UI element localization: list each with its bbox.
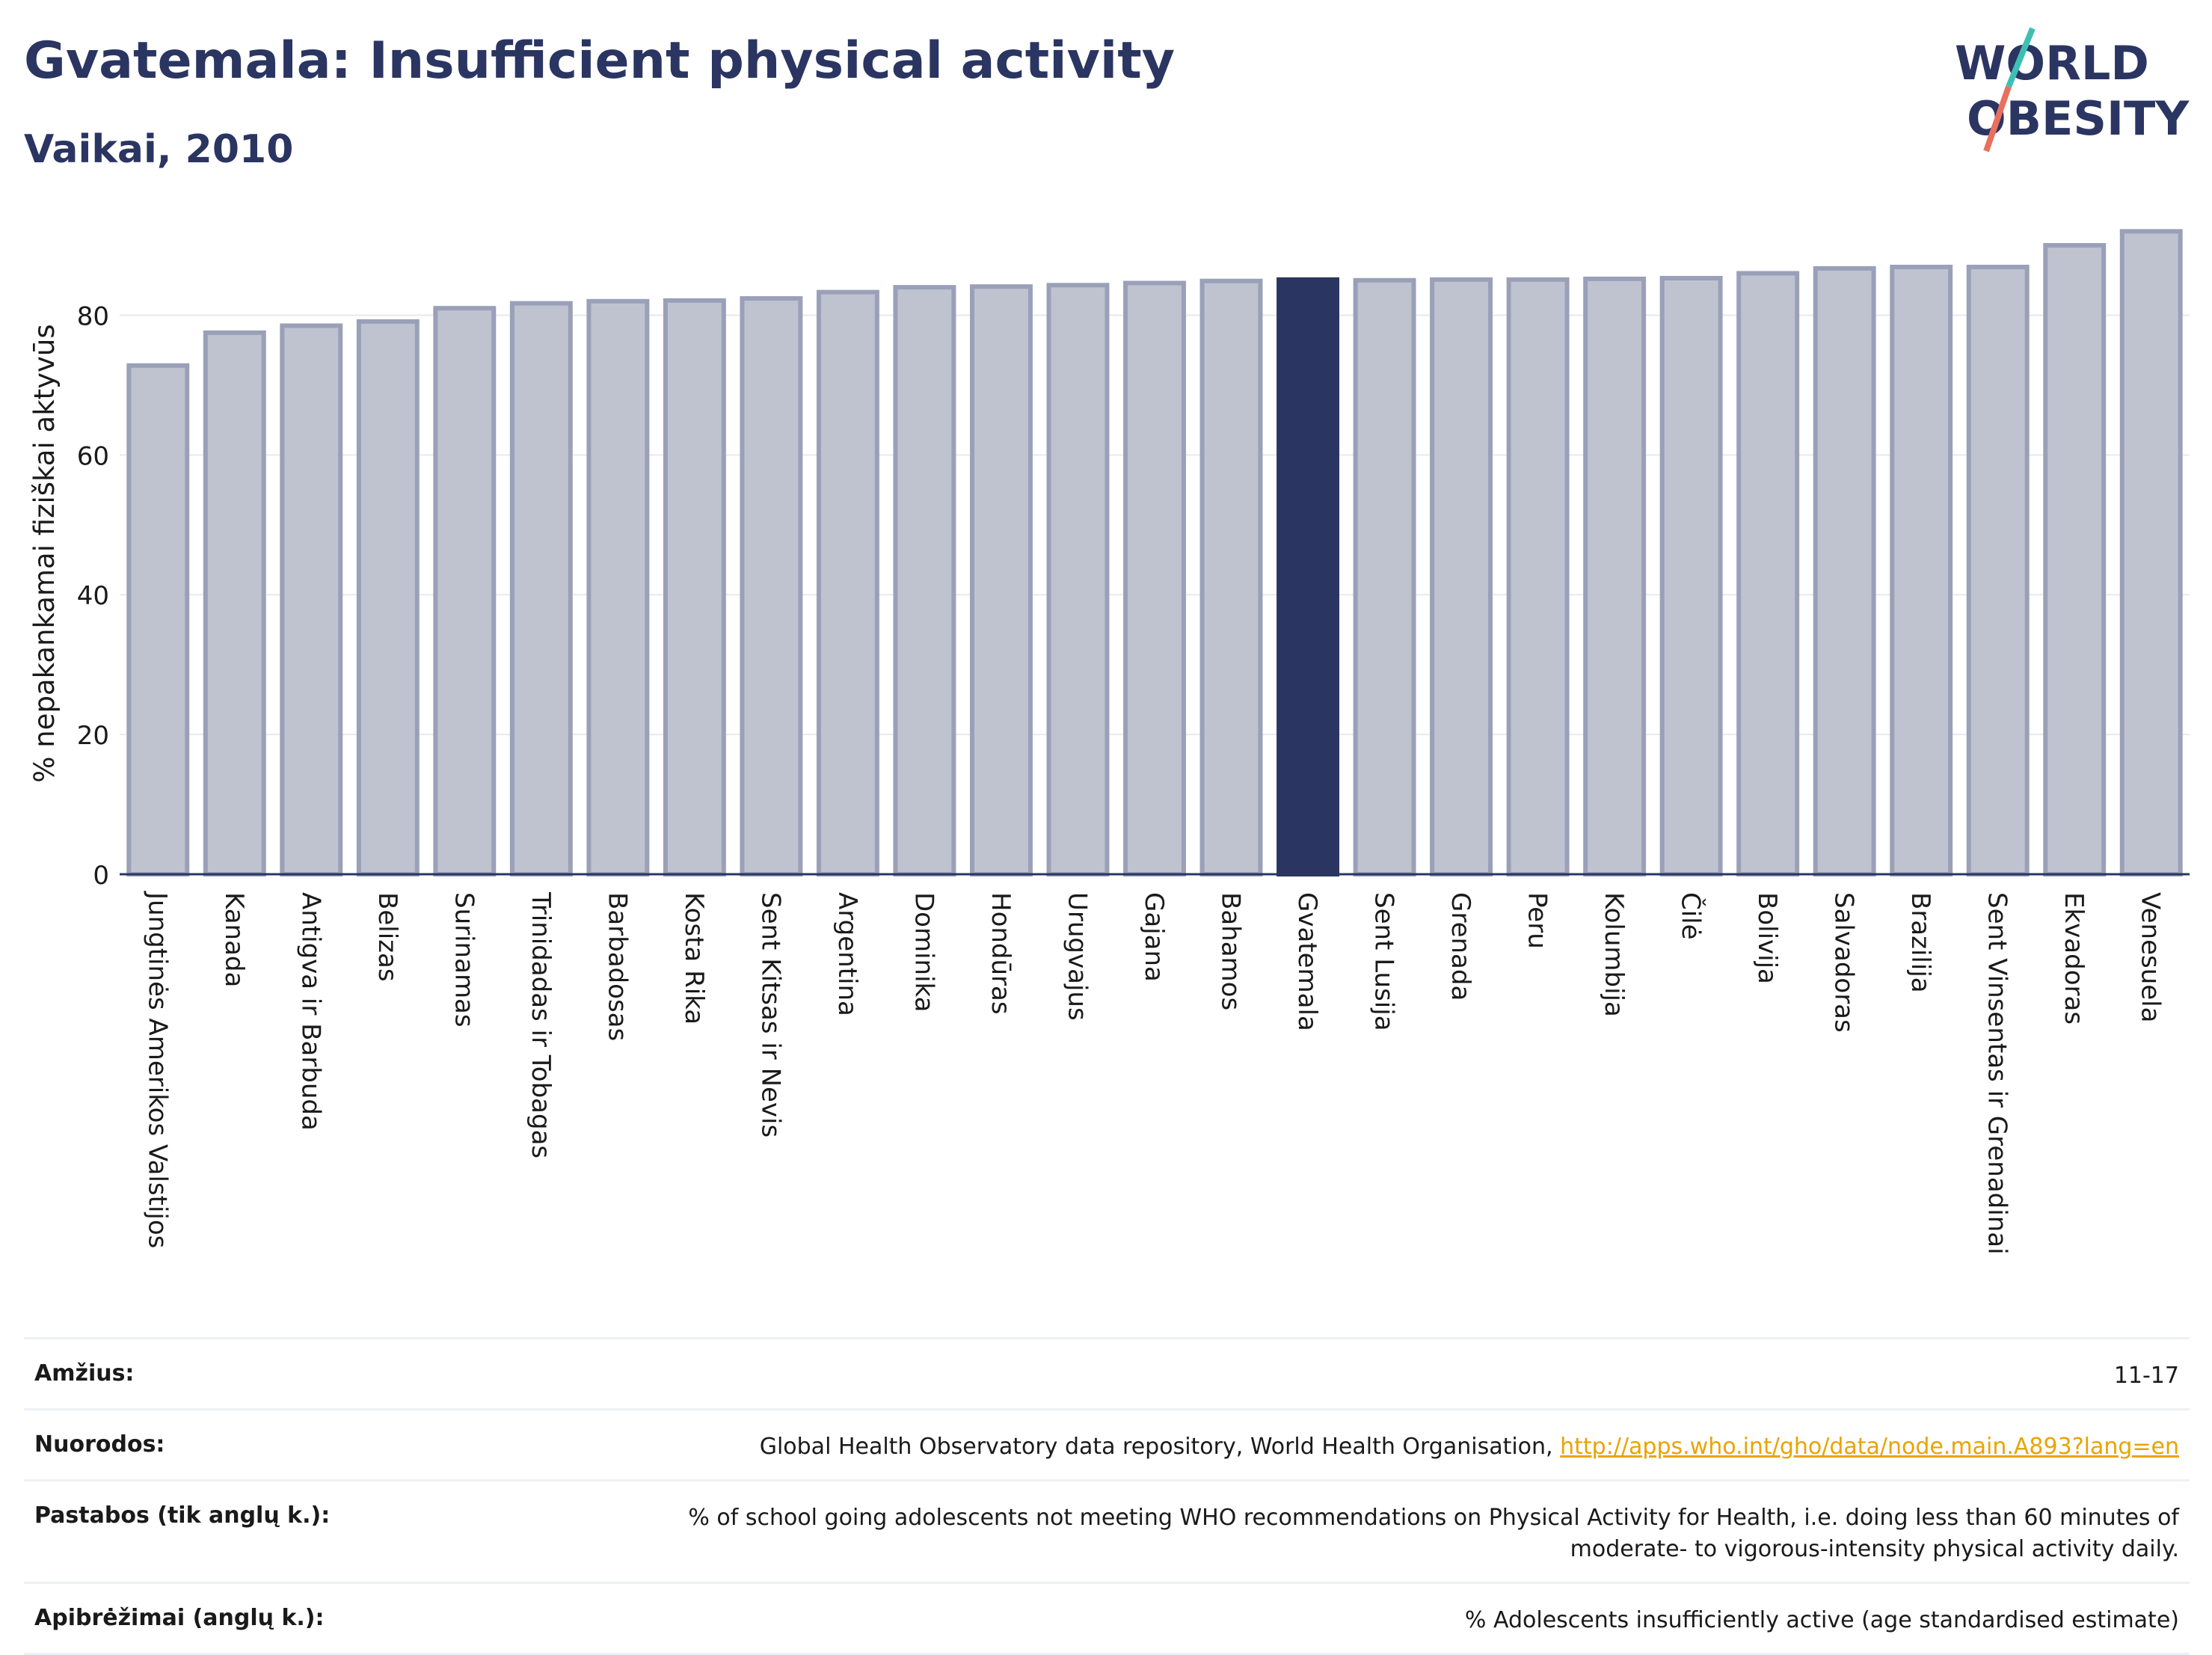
bar xyxy=(1583,276,1647,877)
x-tick-label: Salvadoras xyxy=(1829,892,1859,1033)
x-tick-label: Hondūras xyxy=(986,892,1016,1015)
y-axis-ticks: 0 20 40 60 80 xyxy=(77,301,109,891)
bar xyxy=(1659,275,1723,876)
y-tick-label: 20 xyxy=(77,721,109,751)
bar xyxy=(816,289,879,876)
x-tick-label: Jungtinės Amerikos Valstijos xyxy=(142,891,172,1248)
bar xyxy=(1813,265,1876,876)
bar xyxy=(1736,271,1800,876)
world-obesity-logo: WORLD OBESITY xyxy=(1955,27,2190,153)
x-tick-label: Čilė xyxy=(1676,892,1706,940)
bar xyxy=(1046,283,1110,877)
bar xyxy=(1966,264,2030,877)
x-tick-label: Gajana xyxy=(1139,892,1169,982)
x-tick-label: Antigva ir Barbuda xyxy=(295,892,325,1131)
chart-title: Gvatemala: Insufficient physical activit… xyxy=(24,31,1176,90)
bar xyxy=(970,284,1033,876)
meta-label: Amžius: xyxy=(34,1360,135,1387)
x-tick-label: Surinamas xyxy=(449,892,479,1028)
x-tick-label: Brazilija xyxy=(1905,892,1935,993)
bar xyxy=(2119,229,2183,876)
bar xyxy=(893,285,956,876)
x-tick-label: Bolivija xyxy=(1752,892,1782,984)
x-tick-label: Peru xyxy=(1523,892,1552,949)
x-tick-label: Urugvajus xyxy=(1062,892,1092,1021)
bar xyxy=(356,319,420,876)
bar xyxy=(433,306,497,876)
bar xyxy=(1890,264,1953,877)
x-tick-label: Belizas xyxy=(372,892,402,982)
x-tick-label: Argentina xyxy=(832,892,862,1016)
meta-value: 11-17 xyxy=(2113,1363,2179,1389)
bar xyxy=(280,323,343,876)
meta-row-definitions: Apibrėžimai (anglų k.): % Adolescents in… xyxy=(24,1582,2190,1655)
x-tick-label: Kosta Rika xyxy=(679,892,709,1025)
meta-value: % Adolescents insufficiently active (age… xyxy=(1464,1607,2179,1633)
svg-text:WORLD: WORLD xyxy=(1955,36,2149,90)
x-tick-label: Gvatemala xyxy=(1292,892,1322,1031)
bar xyxy=(663,298,726,876)
meta-row-notes: Pastabos (tik anglų k.): % of school goi… xyxy=(24,1479,2190,1582)
meta-value: Global Health Observatory data repositor… xyxy=(760,1431,2179,1463)
x-tick-label: Ekvadoras xyxy=(2059,892,2089,1025)
bar xyxy=(2043,243,2107,876)
meta-row-references: Nuorodos: Global Health Observatory data… xyxy=(24,1408,2190,1479)
meta-label: Pastabos (tik anglų k.): xyxy=(34,1502,331,1529)
bar-highlighted xyxy=(1276,277,1339,876)
metadata-table: Amžius: 11-17 Nuorodos: Global Health Ob… xyxy=(24,1337,2190,1655)
reference-link[interactable]: http://apps.who.int/gho/data/node.main.A… xyxy=(1560,1434,2179,1460)
x-tick-label: Barbadosas xyxy=(602,892,632,1041)
x-tick-label: Kanada xyxy=(219,892,249,987)
meta-row-age: Amžius: 11-17 xyxy=(24,1337,2190,1408)
x-tick-label: Venesuela xyxy=(2136,892,2166,1022)
y-tick-label: 40 xyxy=(77,581,109,611)
bar-chart: 0 20 40 60 80 Jungtinės Amerikos Valstijos Ka… xyxy=(28,229,2190,1255)
x-tick-label: Kolumbija xyxy=(1599,892,1629,1017)
bar xyxy=(1199,278,1263,877)
y-tick-label: 60 xyxy=(77,441,109,471)
bar xyxy=(1123,280,1186,877)
bar xyxy=(586,298,650,876)
x-tick-label: Sent Kitsas ir Nevis xyxy=(755,892,785,1137)
bar xyxy=(1353,277,1416,876)
x-tick-label: Sent Vinsentas ir Grenadinai xyxy=(1982,892,2012,1255)
bar xyxy=(126,363,190,876)
x-tick-label: Grenada xyxy=(1446,892,1475,1001)
meta-label: Apibrėžimai (anglų k.): xyxy=(34,1605,325,1631)
bar xyxy=(203,330,266,877)
bar xyxy=(509,301,573,876)
reference-text: Global Health Observatory data repositor… xyxy=(759,1434,1553,1460)
bar xyxy=(1430,277,1493,876)
x-tick-label: Dominika xyxy=(909,892,938,1012)
bar xyxy=(740,296,803,876)
y-tick-label: 0 xyxy=(93,861,109,891)
x-tick-label: Trinidadas ir Tobagas xyxy=(526,891,556,1158)
x-tick-label: Bahamos xyxy=(1216,892,1246,1010)
y-axis-label: % nepakankamai fiziškai aktyvūs xyxy=(28,324,61,782)
meta-value: % of school going adolescents not meetin… xyxy=(688,1505,2179,1562)
x-axis-labels: Jungtinės Amerikos Valstijos Kanada Antigv… xyxy=(142,891,2165,1255)
bar xyxy=(1506,277,1570,876)
chart-subtitle: Vaikai, 2010 xyxy=(24,127,294,172)
y-tick-label: 80 xyxy=(77,301,109,331)
x-tick-label: Sent Lusija xyxy=(1369,892,1399,1031)
bars xyxy=(126,229,2183,877)
meta-label: Nuorodos: xyxy=(34,1431,165,1458)
